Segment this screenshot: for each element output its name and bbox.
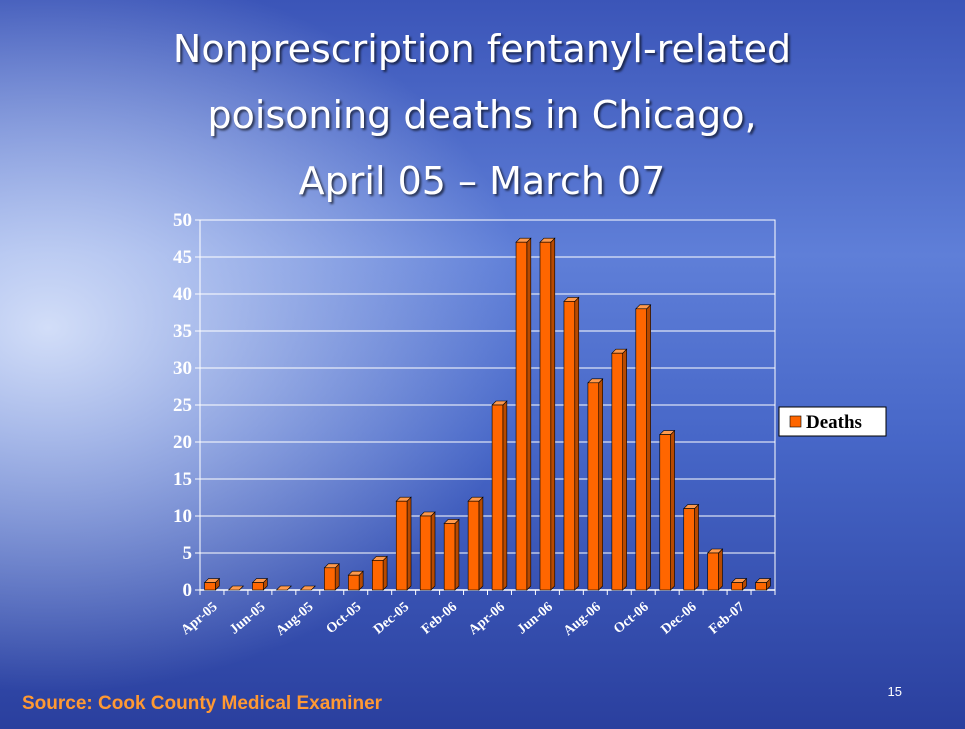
y-tick-label: 35 bbox=[173, 321, 192, 342]
bar-side bbox=[670, 429, 675, 591]
bar-side bbox=[718, 548, 723, 591]
bar-top bbox=[299, 585, 316, 591]
bar-side bbox=[622, 348, 627, 591]
y-tick-label: 20 bbox=[173, 432, 192, 453]
bar-side bbox=[550, 237, 556, 591]
y-tick-label: 50 bbox=[173, 210, 192, 231]
bar-side bbox=[382, 555, 388, 591]
chart-title: Nonprescription fentanyl-related bbox=[173, 27, 791, 71]
bar-top bbox=[275, 585, 292, 591]
bar-side bbox=[694, 503, 699, 591]
bar bbox=[683, 508, 695, 591]
bar-side bbox=[646, 304, 651, 591]
bar bbox=[659, 434, 671, 591]
y-tick-label: 5 bbox=[183, 543, 193, 564]
bar-side bbox=[406, 496, 412, 591]
y-tick-label: 30 bbox=[173, 358, 192, 379]
bar-top bbox=[227, 585, 245, 591]
bar bbox=[563, 301, 576, 591]
bar bbox=[587, 382, 600, 591]
y-tick-label: 40 bbox=[173, 284, 192, 305]
bar bbox=[395, 500, 408, 591]
chart-title: April 05 – March 07 bbox=[299, 159, 666, 203]
legend-label: Deaths bbox=[806, 412, 862, 433]
bar bbox=[707, 552, 719, 591]
bar bbox=[755, 582, 767, 591]
bar-side bbox=[526, 237, 532, 591]
bar-side bbox=[454, 518, 460, 591]
bar bbox=[204, 582, 216, 591]
bar bbox=[539, 241, 552, 591]
bar bbox=[419, 515, 432, 591]
bar bbox=[635, 308, 647, 591]
bar-side bbox=[502, 400, 508, 591]
y-tick-label: 25 bbox=[173, 395, 192, 416]
bar bbox=[611, 352, 623, 591]
bar bbox=[515, 241, 528, 591]
bar-side bbox=[598, 378, 604, 591]
bar bbox=[467, 500, 480, 591]
bar-side bbox=[334, 563, 340, 591]
bar-side bbox=[478, 496, 484, 591]
y-tick-label: 45 bbox=[173, 247, 192, 268]
bar bbox=[252, 582, 264, 591]
chart-title: poisoning deaths in Chicago, bbox=[207, 93, 756, 137]
source-note: Source: Cook County Medical Examiner bbox=[22, 693, 383, 714]
bar bbox=[324, 567, 336, 591]
bar bbox=[731, 582, 743, 591]
bar bbox=[491, 404, 504, 591]
y-tick-label: 0 bbox=[183, 580, 193, 601]
bar bbox=[371, 560, 384, 591]
slide-number: 15 bbox=[888, 684, 902, 699]
bar bbox=[348, 574, 360, 591]
bar-side bbox=[430, 511, 436, 591]
legend-swatch bbox=[789, 415, 802, 428]
y-tick-label: 15 bbox=[173, 469, 192, 490]
y-tick-label: 10 bbox=[173, 506, 192, 527]
bar-side bbox=[574, 296, 580, 591]
bar bbox=[443, 523, 456, 591]
